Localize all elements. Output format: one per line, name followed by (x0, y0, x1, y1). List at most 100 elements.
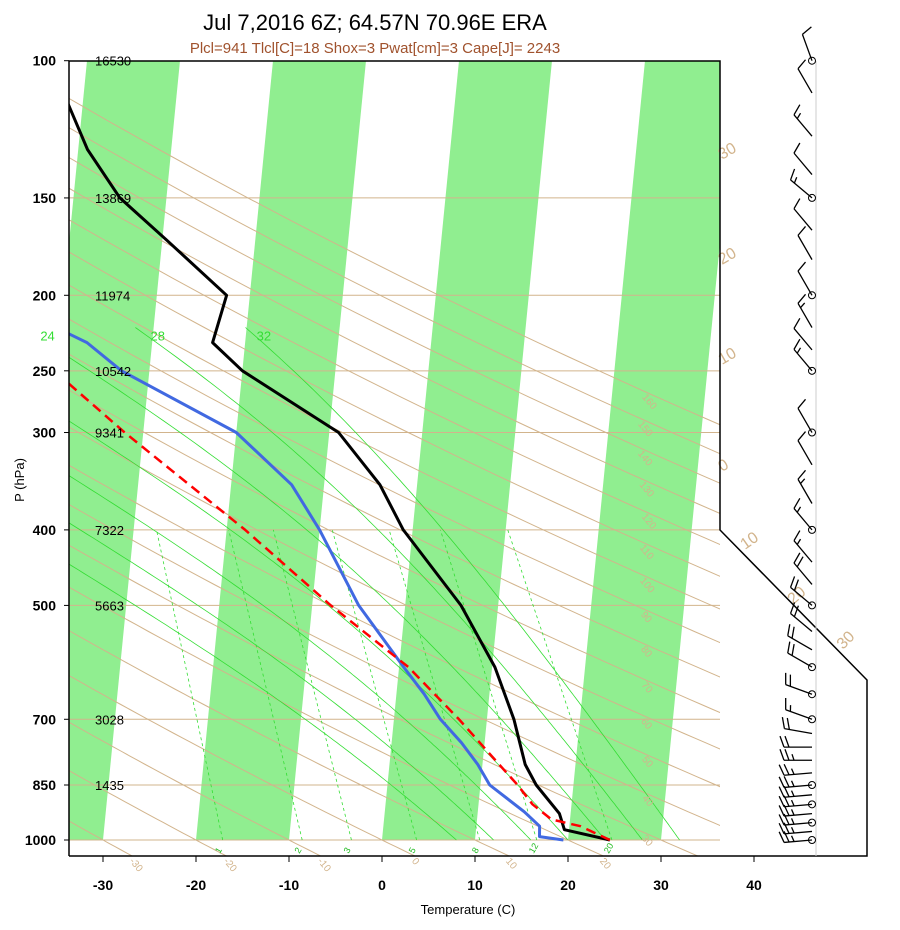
isotherm-stripe (568, 61, 738, 840)
wind-barb-flag (778, 776, 785, 788)
dry-adiabat-label: -20 (221, 856, 239, 874)
wind-barb-flag (789, 168, 796, 181)
dry-adiabat (69, 721, 322, 856)
wind-barb-flag (786, 717, 790, 730)
mixing-ratio-line (507, 529, 613, 841)
dry-adiabat (69, 674, 417, 856)
sounding-series (69, 102, 611, 842)
wind-barb-halfflag (790, 826, 795, 834)
isotherm-edge-label: 10 (716, 345, 740, 369)
wind-barb-station (808, 663, 816, 672)
wind-panel-mask (720, 61, 868, 856)
wind-barb-shaft (793, 208, 813, 231)
height-label: 1435 (95, 778, 124, 793)
wind-barb-station (808, 715, 816, 724)
wind-barb-station (808, 690, 816, 699)
moist-adiabat-label: 32 (257, 329, 271, 344)
wind-barb-shaft (797, 68, 813, 94)
dry-adiabat-label: -10 (315, 856, 333, 874)
wind-barb-flag (791, 643, 795, 656)
wind-barb-flag (797, 261, 807, 272)
height-label: 5663 (95, 598, 124, 613)
sounding-series-line (69, 102, 611, 842)
mixing-ratio-label: 20 (602, 841, 616, 855)
x-axis-label: Temperature (C) (421, 902, 516, 917)
wind-barb-halfflag (796, 112, 802, 119)
wind-barb-flag (778, 786, 785, 798)
wind-barb-flag (779, 735, 785, 748)
x-tick-label: -20 (186, 877, 206, 893)
y-tick-label: 700 (33, 711, 57, 727)
dry-adiabat-label: 10 (503, 856, 519, 872)
wind-barb-flag (783, 804, 790, 816)
wind-barb-flag (781, 716, 786, 729)
wind-barb-flag (797, 226, 807, 236)
wind-barb-flag (783, 776, 790, 788)
wind-barb-flag (797, 398, 807, 409)
wind-barb-flag (783, 785, 790, 798)
wind-barb-flag (793, 530, 801, 542)
moist-adiabat (245, 327, 680, 841)
moist-adiabat-label: 24 (40, 329, 54, 344)
isotherm-edge-label: 20 (716, 245, 740, 269)
wind-barb-halfflag (790, 809, 795, 816)
moist-adiabat (69, 475, 532, 841)
dry-adiabat (69, 127, 867, 517)
sounding-series-line (69, 382, 611, 842)
moist-adiabat (69, 356, 606, 841)
wind-barb-halfflag (790, 835, 795, 842)
wind-barb-flag (783, 763, 790, 776)
wind-barb-halfflag (790, 790, 795, 797)
wind-barb-shaft (797, 235, 813, 260)
y-tick-label: 250 (33, 363, 57, 379)
wind-barb-flag (779, 748, 785, 761)
dry-adiabat (69, 219, 867, 608)
wind-barb-flag (791, 626, 795, 639)
wind-barb-flag (793, 497, 801, 509)
wind-barb-halfflag (791, 754, 795, 761)
dry-adiabat-label: 20 (597, 856, 613, 872)
mixing-ratio-line (156, 529, 224, 841)
y-tick-label: 850 (33, 777, 57, 793)
moist-adiabat (69, 563, 457, 841)
wind-barb-flag (784, 735, 790, 748)
wind-barb-halfflag (790, 818, 795, 825)
sounding-series-line (69, 332, 564, 842)
wind-barb-flag (789, 602, 796, 614)
y-tick-label: 500 (33, 597, 57, 613)
height-label: 7322 (95, 523, 124, 538)
wind-barb-shaft (797, 270, 813, 296)
mixing-ratio-line (440, 529, 538, 841)
chart-subtitle: Plcl=941 Tlcl[C]=18 Shox=3 Pwat[cm]=3 Ca… (190, 40, 560, 57)
moist-adiabat (69, 522, 494, 841)
dry-adiabat-label: -30 (127, 856, 145, 874)
dry-adiabat (69, 630, 511, 856)
wind-barb-station (808, 601, 816, 610)
mixing-ratio-label: 5 (407, 846, 418, 855)
wind-barb-station (808, 366, 816, 375)
wind-barb-flag (802, 26, 812, 35)
mixing-ratio-lines (156, 529, 613, 841)
dry-adiabat (69, 504, 794, 856)
wind-barbs (778, 26, 816, 844)
chart-title: Jul 7,2016 6Z; 64.57N 70.96E ERA (203, 10, 547, 35)
wind-barb-flag (778, 764, 785, 776)
mixing-ratio-label: 8 (470, 846, 481, 855)
y-tick-label: 100 (33, 53, 57, 69)
wind-barb-flag (789, 576, 796, 588)
y-tick-label: 300 (33, 425, 57, 441)
wind-barb-station (808, 193, 816, 202)
mixing-ratio-line (228, 529, 303, 841)
wind-barb-shaft (797, 407, 813, 433)
wind-barb-shaft (793, 152, 813, 175)
dry-adiabat-label: 0 (409, 856, 421, 868)
height-label: 3028 (95, 712, 124, 727)
wind-barb-flag (787, 624, 791, 636)
height-label: 10542 (95, 364, 131, 379)
height-label: 16530 (95, 54, 131, 69)
dry-adiabat (69, 97, 867, 488)
isotherm-stripe (382, 61, 552, 840)
dry-adiabat (69, 389, 867, 775)
